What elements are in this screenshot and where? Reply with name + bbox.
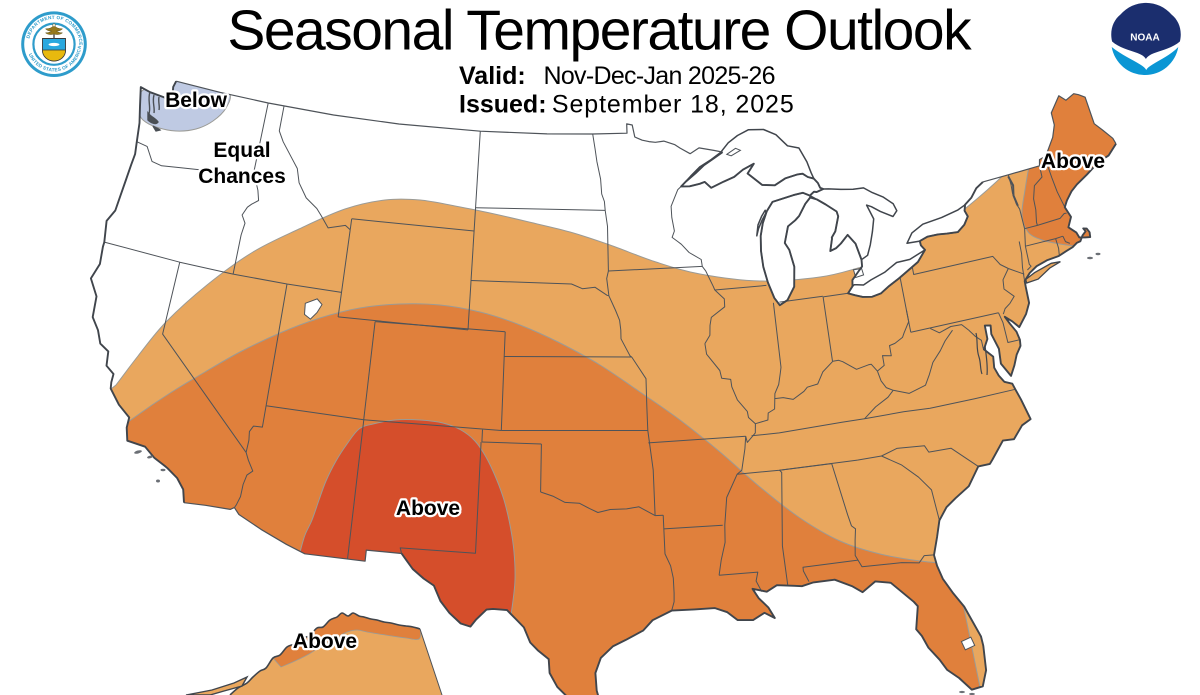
svg-text:Equal: Equal	[213, 139, 270, 162]
svg-text:Issued:: Issued:	[459, 91, 547, 119]
svg-text:Seasonal Temperature Outlook: Seasonal Temperature Outlook	[227, 0, 972, 63]
svg-text:Above: Above	[293, 630, 357, 653]
svg-text:Above: Above	[1041, 150, 1105, 173]
svg-text:Above: Above	[396, 497, 460, 520]
svg-text:Nov-Dec-Jan 2025-26: Nov-Dec-Jan 2025-26	[544, 62, 775, 90]
svg-text:NOAA: NOAA	[1130, 33, 1159, 44]
svg-text:Chances: Chances	[198, 165, 286, 188]
svg-text:Valid:: Valid:	[459, 62, 526, 90]
svg-text:Below: Below	[165, 89, 228, 112]
svg-text:September 18, 2025: September 18, 2025	[552, 91, 795, 119]
